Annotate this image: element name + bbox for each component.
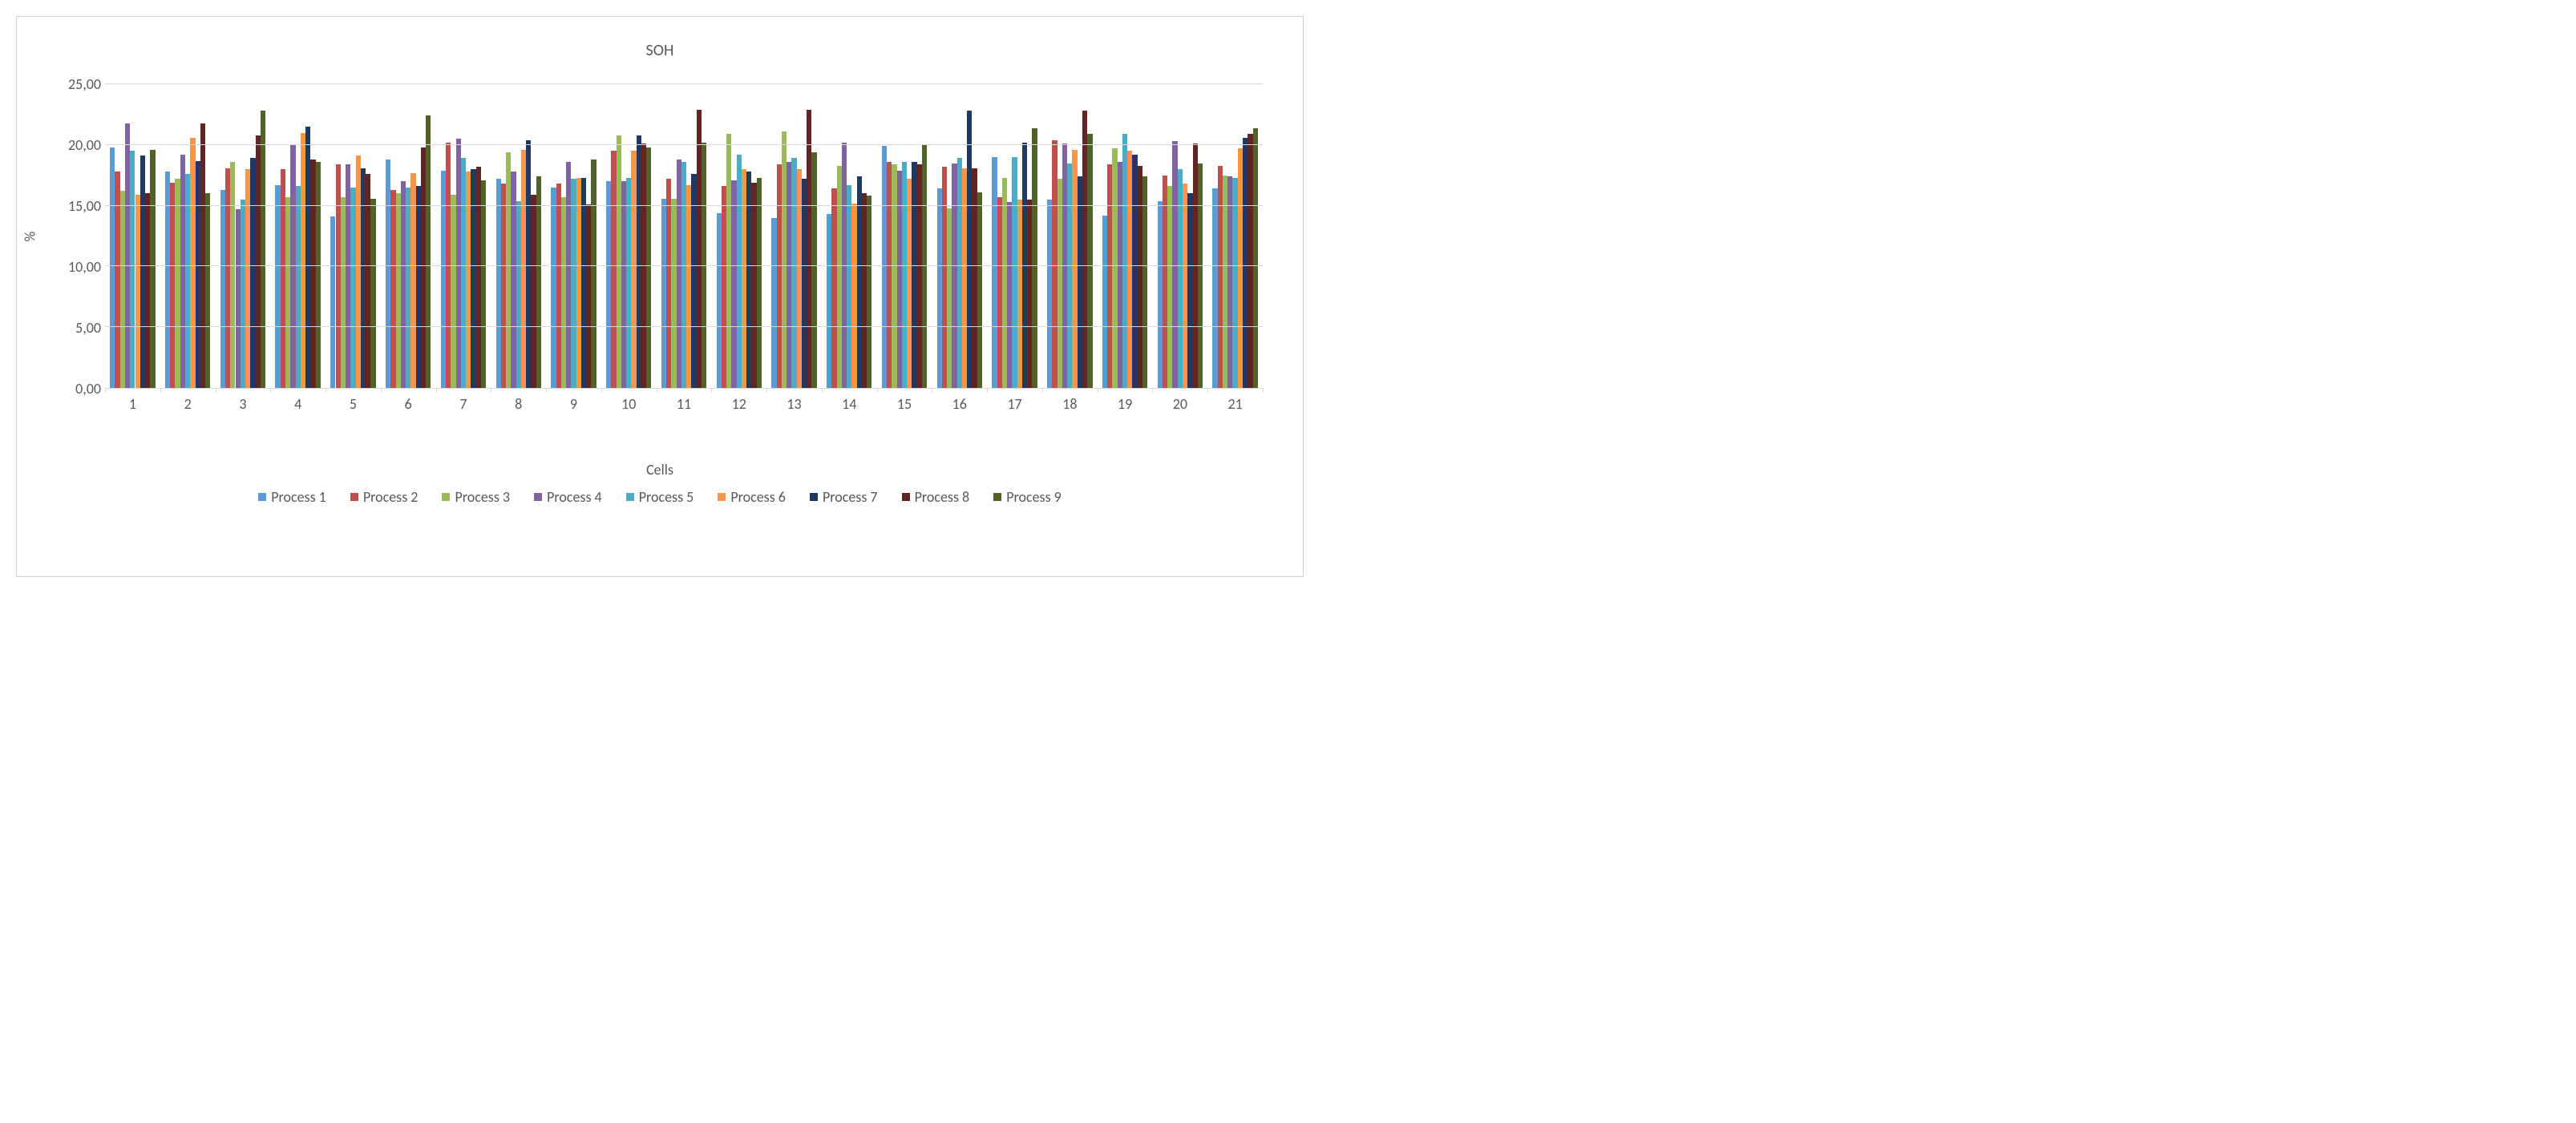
y-tick-label: 20,00 (49, 136, 101, 154)
x-axis-title: Cells (25, 461, 1295, 479)
x-tick-label: 20 (1173, 395, 1187, 413)
legend-item: Process 4 (534, 488, 602, 506)
x-tick-label: 7 (459, 395, 467, 413)
x-tick-label: 8 (515, 395, 522, 413)
gridline (105, 83, 1263, 84)
bar (1253, 128, 1258, 388)
bar (426, 115, 431, 388)
gridline (105, 265, 1263, 266)
bar (757, 178, 762, 388)
gridline (105, 205, 1263, 206)
x-tick-label: 12 (732, 395, 746, 413)
y-tick-label: 25,00 (49, 75, 101, 93)
bar (1142, 176, 1147, 388)
bar (370, 199, 375, 388)
plot-area: % 0,005,0010,0015,0020,0025,00 (105, 84, 1263, 389)
legend-label: Process 7 (823, 488, 878, 506)
bar (205, 193, 210, 388)
legend-label: Process 3 (455, 488, 510, 506)
legend-item: Process 9 (993, 488, 1062, 506)
legend-item: Process 6 (718, 488, 786, 506)
legend-swatch (442, 493, 450, 501)
x-tick-label: 17 (1007, 395, 1021, 413)
legend-item: Process 7 (810, 488, 878, 506)
x-tick (1263, 388, 1264, 393)
x-tick-label: 2 (184, 395, 192, 413)
x-tick-label: 5 (350, 395, 357, 413)
x-tick-label: 18 (1062, 395, 1077, 413)
bar (922, 145, 927, 388)
x-tick-label: 15 (897, 395, 912, 413)
y-axis-title: % (21, 232, 38, 242)
bar (316, 162, 321, 388)
x-tick-label: 3 (239, 395, 246, 413)
soh-chart: SOH % 0,005,0010,0015,0020,0025,00 12345… (16, 16, 1304, 577)
x-tick-label: 21 (1227, 395, 1242, 413)
legend-label: Process 2 (363, 488, 419, 506)
legend-swatch (993, 493, 1001, 501)
bar (536, 176, 541, 388)
x-tick-label: 11 (677, 395, 691, 413)
y-tick-label: 0,00 (49, 380, 101, 398)
bar (867, 196, 871, 388)
legend: Process 1 Process 2 Process 3 Process 4 Proc… (25, 488, 1295, 506)
x-tick-label: 9 (570, 395, 577, 413)
legend-item: Process 1 (258, 488, 326, 506)
y-axis: 0,005,0010,0015,0020,0025,00 (49, 84, 101, 389)
legend-swatch (718, 493, 726, 501)
legend-item: Process 8 (902, 488, 970, 506)
bar (811, 152, 816, 388)
bar (1087, 134, 1092, 388)
legend-label: Process 9 (1006, 488, 1062, 506)
chart-title: SOH (25, 41, 1295, 60)
x-tick-label: 13 (787, 395, 801, 413)
legend-item: Process 3 (442, 488, 510, 506)
x-tick-label: 14 (842, 395, 856, 413)
x-tick-label: 1 (129, 395, 136, 413)
legend-swatch (810, 493, 818, 501)
x-tick-label: 10 (621, 395, 636, 413)
bar (977, 192, 982, 388)
bars-layer (105, 84, 1263, 388)
legend-swatch (902, 493, 910, 501)
bar (261, 111, 265, 388)
legend-item: Process 2 (350, 488, 419, 506)
x-tick-label: 4 (294, 395, 301, 413)
y-tick-label: 15,00 (49, 197, 101, 215)
bar (1032, 128, 1037, 388)
bar (1198, 164, 1203, 388)
x-tick-label: 16 (952, 395, 967, 413)
x-axis-labels: 123456789101112131415161718192021 (105, 389, 1263, 421)
x-tick-label: 6 (405, 395, 412, 413)
legend-swatch (534, 493, 542, 501)
bar (591, 160, 596, 388)
legend-swatch (626, 493, 634, 501)
x-tick-label: 19 (1118, 395, 1132, 413)
legend-label: Process 8 (915, 488, 970, 506)
legend-item: Process 5 (626, 488, 694, 506)
legend-swatch (350, 493, 358, 501)
legend-label: Process 5 (639, 488, 694, 506)
gridline (105, 144, 1263, 145)
legend-label: Process 1 (271, 488, 326, 506)
bar (150, 150, 155, 388)
plot-surface (105, 84, 1263, 389)
legend-label: Process 6 (730, 488, 786, 506)
legend-swatch (258, 493, 266, 501)
gridline (105, 326, 1263, 327)
legend-label: Process 4 (547, 488, 602, 506)
y-tick-label: 10,00 (49, 258, 101, 276)
bar (481, 180, 486, 388)
y-tick-label: 5,00 (49, 319, 101, 337)
bar (646, 147, 651, 388)
